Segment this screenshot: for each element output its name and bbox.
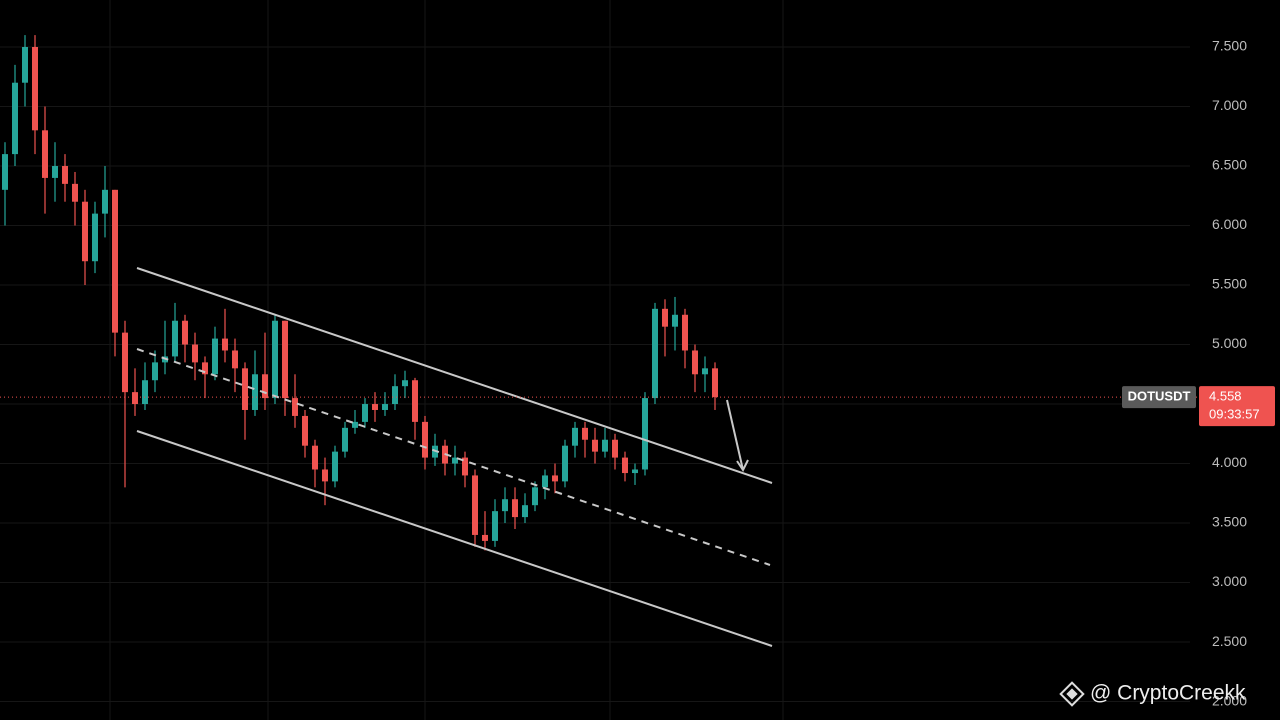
candle-body (282, 320, 288, 399)
candle-body (592, 439, 598, 452)
candle-body (702, 368, 708, 375)
candle-body (132, 392, 138, 405)
candle-body (102, 189, 108, 214)
candle-body (532, 487, 538, 506)
candle-body (152, 362, 158, 381)
price-box (1199, 386, 1275, 427)
candle-body (42, 130, 48, 178)
upper-trendline (136, 267, 773, 484)
candle-body (372, 404, 378, 410)
y-tick-label: 7.500 (1212, 38, 1247, 54)
y-tick-label: 2.000 (1212, 692, 1247, 708)
candle-body (552, 475, 558, 482)
candle-body (142, 380, 148, 405)
y-tick-label: 3.000 (1212, 573, 1247, 589)
candle-body (632, 469, 638, 474)
candle-body (122, 332, 128, 393)
candle-body (202, 362, 208, 375)
candle-body (332, 451, 338, 482)
candle-body (662, 308, 668, 327)
candles (2, 35, 718, 551)
candle-body (512, 499, 518, 518)
candle-body (652, 308, 658, 399)
candle-body (492, 511, 498, 541)
candle-body (292, 398, 298, 416)
candle-body (92, 213, 98, 262)
candle-body (72, 183, 78, 202)
arrow-head (736, 459, 749, 472)
candle-body (542, 475, 548, 488)
candle-body (12, 82, 18, 155)
candle-body (32, 47, 38, 131)
y-tick-label: 2.500 (1212, 633, 1247, 649)
candle-body (322, 469, 328, 482)
candle-body (622, 457, 628, 474)
candle-body (272, 320, 278, 399)
candle-body (362, 404, 368, 422)
candle-body (692, 350, 698, 375)
candle-body (22, 47, 28, 83)
candle-body (112, 189, 118, 333)
countdown-text: 09:33:57 (1209, 407, 1260, 422)
candle-body (62, 166, 68, 184)
candle-body (182, 320, 188, 345)
candle-body (452, 457, 458, 464)
candle-body (402, 380, 408, 387)
candle-body (612, 439, 618, 458)
y-tick-label: 6.000 (1212, 216, 1247, 232)
candle-body (602, 439, 608, 452)
y-tick-label: 6.500 (1212, 157, 1247, 173)
candle-body (212, 338, 218, 375)
candle-body (252, 374, 258, 410)
candle-body (382, 404, 388, 410)
candle-body (82, 201, 88, 262)
candle-body (302, 415, 308, 446)
candle-body (192, 344, 198, 363)
candle-body (412, 380, 418, 422)
candle-body (562, 445, 568, 482)
y-tick-label: 3.500 (1212, 514, 1247, 530)
candle-body (342, 427, 348, 452)
candle-body (482, 534, 488, 541)
candle-body (222, 338, 228, 351)
lower-trendline (136, 430, 773, 647)
candle-body (682, 314, 688, 351)
candle-body (352, 421, 358, 428)
y-tick-label: 7.000 (1212, 97, 1247, 113)
y-tick-label: 5.000 (1212, 335, 1247, 351)
candle-body (572, 427, 578, 446)
candle-body (52, 166, 58, 178)
candle-body (242, 368, 248, 410)
last-price-text: 4.558 (1209, 389, 1242, 404)
vertical-grid (109, 0, 784, 720)
candle-body (232, 350, 238, 369)
watermark: @ CryptoCreekk (1059, 681, 1246, 707)
candle-body (312, 445, 318, 470)
candle-body (712, 368, 718, 398)
candle-body (2, 154, 8, 190)
projection-arrow (726, 399, 744, 471)
candle-body (472, 475, 478, 535)
candle-body (582, 427, 588, 440)
candle-body (422, 421, 428, 458)
watermark-icon (1059, 681, 1085, 707)
y-tick-label: 4.000 (1212, 454, 1247, 470)
candle-body (392, 386, 398, 405)
candle-body (522, 505, 528, 518)
y-tick-label: 5.500 (1212, 276, 1247, 292)
symbol-label: DOTUSDT (1128, 389, 1191, 404)
candle-body (262, 374, 268, 399)
candle-body (502, 499, 508, 512)
candle-body (642, 398, 648, 470)
candle-body (462, 457, 468, 476)
candle-body (672, 314, 678, 327)
price-label: DOTUSDT 4.558 09:33:57 (0, 386, 1275, 427)
channel (136, 267, 773, 647)
symbol-box (1122, 386, 1196, 409)
candle-body (172, 320, 178, 357)
watermark-text: @ CryptoCreekk (1090, 682, 1246, 705)
